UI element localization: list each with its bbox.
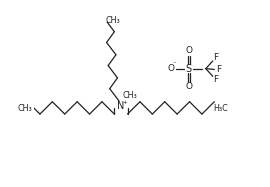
Text: +: + xyxy=(122,100,127,105)
Text: H₃C: H₃C xyxy=(213,104,228,113)
Text: O: O xyxy=(185,82,192,91)
Text: F: F xyxy=(216,65,221,74)
Text: CH₃: CH₃ xyxy=(105,16,120,25)
Text: CH₃: CH₃ xyxy=(123,91,137,100)
Text: N: N xyxy=(117,101,124,111)
Text: F: F xyxy=(213,75,218,84)
Text: O: O xyxy=(185,46,192,55)
Text: ⁻: ⁻ xyxy=(173,61,177,67)
Text: CH₃: CH₃ xyxy=(17,104,32,113)
Text: F: F xyxy=(213,53,218,62)
Text: S: S xyxy=(186,64,192,74)
Text: O: O xyxy=(167,64,174,73)
